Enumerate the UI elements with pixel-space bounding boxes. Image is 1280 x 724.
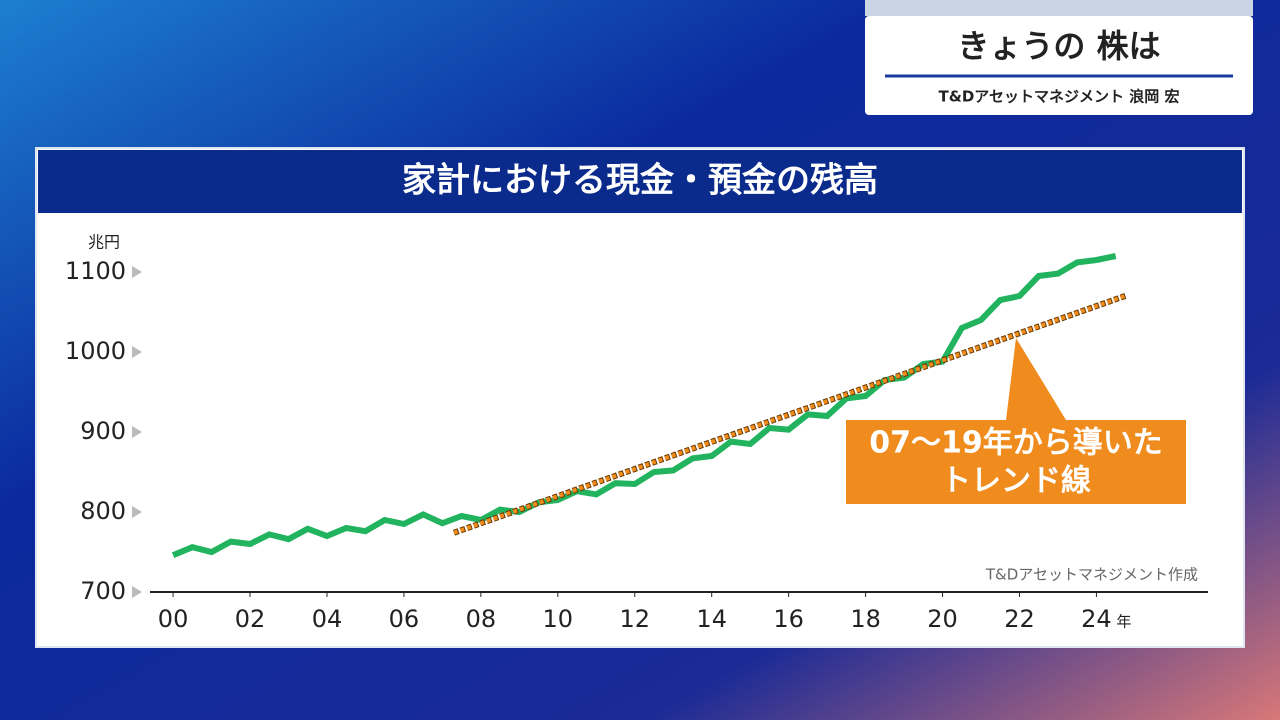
badge-body xyxy=(865,16,1253,115)
x-tick-label: 06 xyxy=(389,605,420,633)
badge-title: きょうの 株は xyxy=(957,27,1160,65)
y-tick-mark xyxy=(132,426,142,438)
y-unit: 兆円 xyxy=(88,233,120,252)
annotation-text: 07〜19年から導いた xyxy=(869,426,1163,461)
title-band xyxy=(38,150,1242,213)
y-tick-label: 1100 xyxy=(65,257,126,285)
x-tick-label: 20 xyxy=(927,605,958,633)
x-tick-label: 24 xyxy=(1081,605,1112,633)
y-tick-label: 900 xyxy=(80,417,126,445)
series-line xyxy=(171,253,1117,558)
x-tick-label: 14 xyxy=(696,605,727,633)
source: T&Dアセットマネジメント作成 xyxy=(985,566,1198,584)
x-tick-label: 18 xyxy=(850,605,881,633)
y-tick-mark xyxy=(132,586,142,598)
y-tick-label: 800 xyxy=(80,497,126,525)
y-tick-label: 700 xyxy=(80,577,126,605)
chart-title: 家計における現金・預金の残高 xyxy=(402,161,878,201)
y-tick-mark xyxy=(132,266,142,278)
annotation-text: トレンド線 xyxy=(941,464,1091,499)
x-tick-label: 04 xyxy=(312,605,343,633)
x-unit: 年 xyxy=(1116,613,1131,631)
x-tick-label: 16 xyxy=(773,605,804,633)
x-tick-label: 10 xyxy=(543,605,574,633)
y-tick-mark xyxy=(132,506,142,518)
x-tick-label: 22 xyxy=(1004,605,1035,633)
badge-guest: T&Dアセットマネジメント 浪岡 宏 xyxy=(939,88,1180,106)
plot: 700 800 900 1000 1100 00 02 04 06 08 10 12 14 16 18 20 2… xyxy=(65,253,1208,633)
x-tick-label: 00 xyxy=(158,605,189,633)
y-tick-mark xyxy=(132,346,142,358)
x-tick-label: 02 xyxy=(235,605,266,633)
y-tick-label: 1000 xyxy=(65,337,126,365)
annotation-box xyxy=(846,338,1186,504)
x-tick-label: 08 xyxy=(466,605,497,633)
program-badge: きょうの 株は T&Dアセットマネジメント 浪岡 宏 xyxy=(865,0,1253,115)
badge-top xyxy=(865,0,1253,16)
x-tick-label: 12 xyxy=(619,605,650,633)
